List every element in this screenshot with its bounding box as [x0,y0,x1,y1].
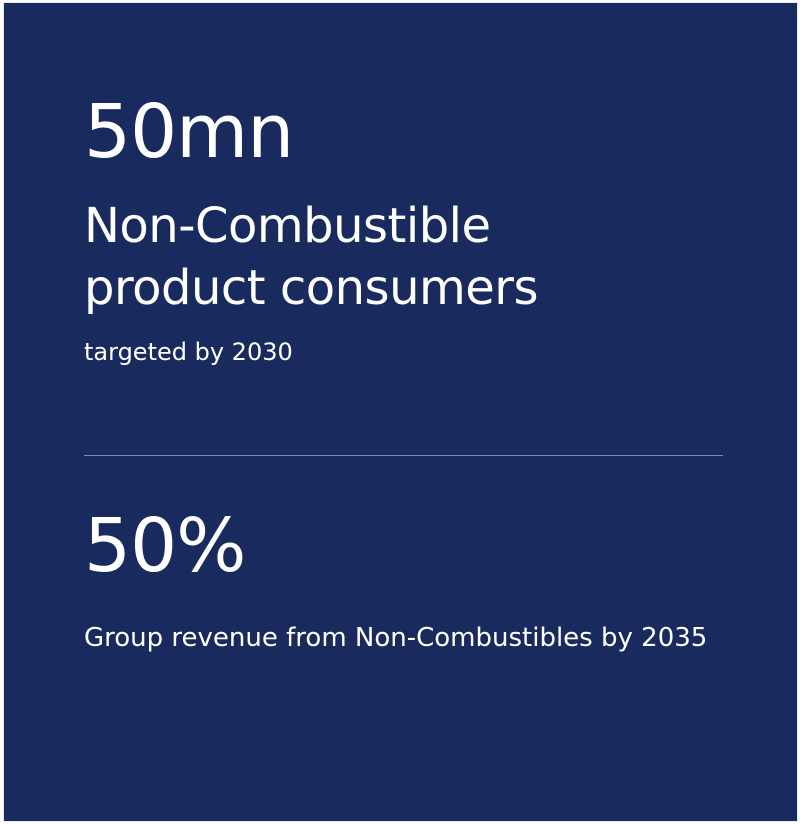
stat-value-revenue: 50% [84,503,246,589]
stat-value-consumers: 50mn [84,89,294,175]
section-divider [84,455,723,456]
stats-panel: 50mn Non-Combustible product consumers t… [3,2,798,822]
stat-headline-line-1: Non-Combustible [84,198,491,254]
stat-caption-revenue: Group revenue from Non-Combustibles by 2… [84,623,708,653]
stat-headline-consumers: Non-Combustible product consumers [84,195,539,319]
stat-caption-consumers: targeted by 2030 [84,338,293,366]
stat-headline-line-2: product consumers [84,260,539,316]
